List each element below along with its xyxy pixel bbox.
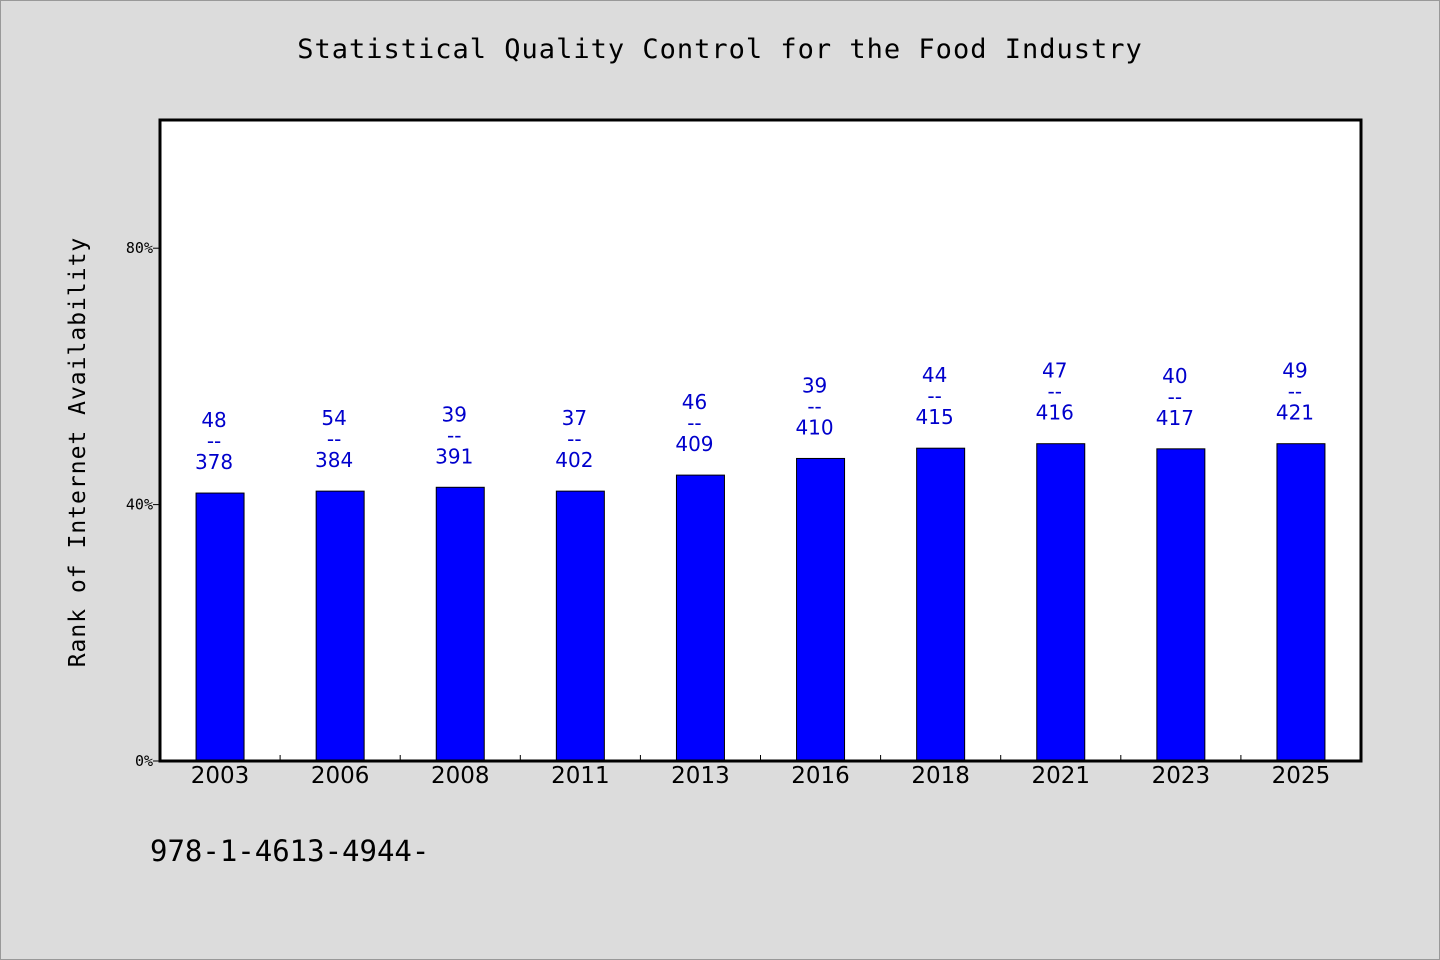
x-tick-label-2008: 2008	[431, 763, 490, 789]
bar-2003	[195, 492, 245, 762]
data-label-2008-bottom: 391	[435, 444, 473, 468]
data-label-2013-bottom: 409	[675, 432, 713, 456]
data-label-2016-sep: --	[807, 394, 821, 418]
isbn-text: 978-1-4613-4944-	[150, 834, 430, 868]
data-label-2021-sep: --	[1048, 380, 1062, 404]
bar-2025	[1276, 443, 1326, 762]
data-label-2025-bottom: 421	[1276, 401, 1314, 425]
y-tick-label-0: 0%	[135, 752, 153, 770]
data-label-2018-bottom: 415	[916, 405, 954, 429]
data-label-2006-bottom: 384	[315, 448, 353, 472]
chart-title: Statistical Quality Control for the Food…	[297, 34, 1143, 65]
data-label-2025-sep: --	[1288, 380, 1302, 404]
x-tick-label-2006: 2006	[311, 763, 370, 789]
data-label-2021-top: 47	[1042, 359, 1067, 383]
data-label-2003-sep: --	[207, 429, 221, 453]
bar-2018	[916, 447, 966, 762]
x-tick-label-2023: 2023	[1152, 763, 1211, 789]
x-tick-label-2013: 2013	[671, 763, 730, 789]
y-tick-label-40: 40%	[126, 496, 153, 514]
data-label-2008-top: 39	[442, 402, 467, 426]
data-label-2013-top: 46	[682, 390, 707, 414]
data-label-2016-bottom: 410	[795, 415, 833, 439]
bar-2011	[555, 490, 605, 762]
bar-2021	[1036, 443, 1086, 762]
data-label-2013-sep: --	[687, 411, 701, 435]
x-tick-label-2011: 2011	[551, 763, 610, 789]
y-tick-label-80: 80%	[126, 239, 153, 257]
data-label-2023-sep: --	[1168, 385, 1182, 409]
plot-border	[158, 118, 1363, 763]
bar-2008	[435, 486, 485, 762]
x-tick-label-2003: 2003	[191, 763, 250, 789]
data-label-2025-top: 49	[1282, 359, 1307, 383]
data-label-2011-sep: --	[567, 427, 581, 451]
x-tick-label-2021: 2021	[1031, 763, 1090, 789]
data-label-2011-bottom: 402	[555, 448, 593, 472]
x-tick-label-2018: 2018	[911, 763, 970, 789]
data-label-2023-bottom: 417	[1156, 406, 1194, 430]
bar-2023	[1156, 448, 1206, 762]
bar-2006	[315, 490, 365, 762]
data-label-2003-top: 48	[201, 408, 226, 432]
x-tick-label-2016: 2016	[791, 763, 850, 789]
data-label-2021-bottom: 416	[1036, 401, 1074, 425]
data-label-2006-sep: --	[327, 427, 341, 451]
data-label-2008-sep: --	[447, 423, 461, 447]
data-label-2018-sep: --	[927, 384, 941, 408]
data-label-2018-top: 44	[922, 363, 947, 387]
data-label-2023-top: 40	[1162, 364, 1187, 388]
bar-2016	[796, 457, 846, 762]
data-label-2011-top: 37	[562, 406, 587, 430]
bar-2013	[675, 474, 725, 762]
x-tick-label-2025: 2025	[1272, 763, 1331, 789]
data-label-2006-top: 54	[321, 406, 346, 430]
data-label-2016-top: 39	[802, 373, 827, 397]
data-label-2003-bottom: 378	[195, 450, 233, 474]
